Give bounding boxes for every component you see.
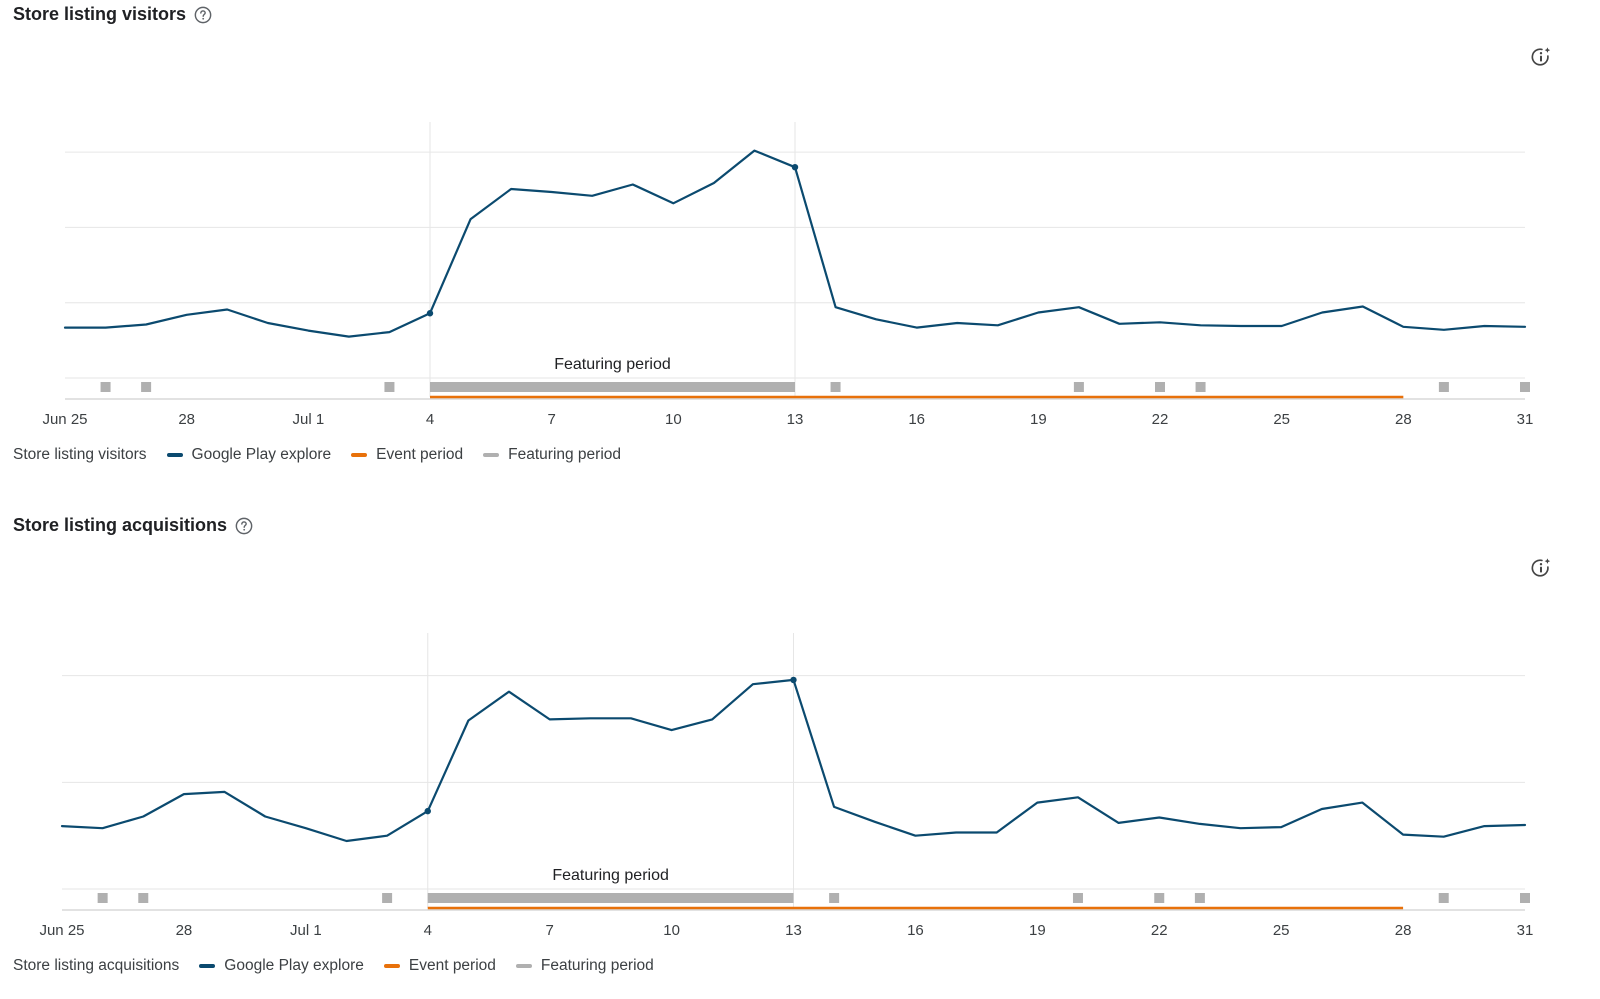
featuring-marker	[1194, 893, 1205, 903]
legend-label: Google Play explore	[191, 446, 332, 463]
featuring-marker	[1520, 893, 1530, 903]
featuring-marker	[384, 382, 395, 392]
x-tick-label: 25	[1273, 922, 1290, 939]
legend-label: Event period	[408, 957, 496, 974]
x-tick-label: 7	[545, 922, 553, 939]
x-tick-label: 19	[1030, 411, 1047, 428]
featuring-marker	[1072, 893, 1083, 903]
legend-title: Store listing visitors	[13, 446, 147, 463]
chart-legend: Store listing acquisitions Google Play e…	[13, 957, 654, 975]
legend-swatch-event	[383, 964, 400, 968]
chart-section-acquisitions: Featuring period Jun 25 28 Jul 1 4 7 10 13 16 19 2…	[0, 511, 1600, 999]
x-tick-label: 19	[1029, 922, 1046, 939]
featuring-marker	[141, 382, 152, 392]
chart-legend: Store listing visitors Google Play explo…	[13, 446, 621, 464]
featuring-period-bar	[430, 382, 795, 392]
x-tick-label: 28	[1395, 922, 1412, 939]
legend-label: Event period	[376, 446, 464, 463]
legend-item-event[interactable]: Event period	[383, 957, 496, 975]
featuring-marker	[1438, 382, 1449, 392]
legend-swatch-series	[199, 964, 216, 968]
help-circle-icon[interactable]	[194, 6, 212, 24]
x-tick-label: 28	[1395, 411, 1412, 428]
featuring-marker	[1073, 382, 1084, 392]
x-tick-label: 28	[176, 922, 193, 939]
legend-label: Google Play explore	[224, 957, 364, 974]
chart-header: Store listing visitors	[13, 4, 212, 25]
featuring-marker	[97, 893, 108, 903]
featuring-marker	[1438, 893, 1449, 903]
legend-item-series[interactable]: Google Play explore	[199, 957, 364, 975]
legend-item-featuring[interactable]: Featuring period	[483, 446, 621, 464]
chart-title: Store listing acquisitions	[13, 515, 228, 535]
legend-item-featuring[interactable]: Featuring period	[515, 957, 654, 975]
legend-label: Featuring period	[508, 446, 622, 463]
x-tick-label: 13	[785, 922, 802, 939]
featuring-marker	[138, 893, 149, 903]
chart-visitors: Featuring period Jun 25 28 Jul 1 4 7 10 13 16 19 2…	[42, 122, 1534, 428]
insight-sparkle-icon[interactable]	[1530, 46, 1552, 68]
featuring-marker	[382, 893, 393, 903]
legend-item-event[interactable]: Event period	[351, 446, 463, 464]
featuring-marker	[1195, 382, 1206, 392]
x-tick-label: Jul 1	[290, 922, 322, 939]
legend-swatch-series	[166, 453, 183, 457]
legend-label: Featuring period	[540, 957, 654, 974]
featuring-marker	[1155, 382, 1165, 392]
data-point	[424, 807, 431, 815]
x-tick-label: 10	[665, 411, 682, 428]
featuring-period-bar	[427, 893, 794, 903]
chart-section-visitors: Featuring period Jun 25 28 Jul 1 4 7 10 13 16 19 2…	[0, 0, 1600, 490]
x-tick-label: 4	[424, 922, 432, 939]
legend-swatch-event	[351, 453, 368, 457]
legend-swatch-featuring	[515, 964, 532, 968]
featuring-marker	[830, 382, 841, 392]
featuring-marker	[829, 893, 840, 903]
data-point	[791, 163, 799, 171]
x-tick-label: 7	[547, 411, 555, 428]
featuring-marker	[1520, 382, 1530, 392]
x-tick-label: Jun 25	[42, 411, 87, 428]
help-circle-icon[interactable]	[235, 517, 253, 535]
x-tick-label: 13	[787, 411, 804, 428]
data-point	[426, 310, 434, 317]
x-tick-label: 22	[1151, 922, 1168, 939]
chart-title: Store listing visitors	[13, 4, 187, 24]
legend-swatch-featuring	[483, 453, 500, 457]
featuring-period-label: Featuring period	[554, 356, 671, 373]
x-tick-label: 16	[908, 411, 925, 428]
x-tick-label: 31	[1517, 922, 1534, 939]
x-tick-label: Jun 25	[39, 922, 84, 939]
featuring-period-label: Featuring period	[552, 867, 669, 884]
legend-title: Store listing acquisitions	[13, 957, 180, 974]
x-tick-label: 4	[426, 411, 434, 428]
featuring-marker	[100, 382, 111, 392]
x-tick-label: Jul 1	[292, 411, 324, 428]
x-tick-label: 22	[1152, 411, 1169, 428]
legend-item-series[interactable]: Google Play explore	[166, 446, 332, 464]
data-point	[790, 676, 797, 684]
x-tick-label: 25	[1273, 411, 1290, 428]
chart-acquisitions: Featuring period Jun 25 28 Jul 1 4 7 10 13 16 19 2…	[39, 633, 1534, 939]
x-tick-label: 31	[1517, 411, 1534, 428]
chart-header: Store listing acquisitions	[13, 515, 253, 536]
x-tick-label: 10	[663, 922, 680, 939]
x-tick-label: 28	[178, 411, 195, 428]
x-tick-label: 16	[907, 922, 924, 939]
featuring-marker	[1154, 893, 1165, 903]
insight-sparkle-icon[interactable]	[1530, 557, 1552, 579]
